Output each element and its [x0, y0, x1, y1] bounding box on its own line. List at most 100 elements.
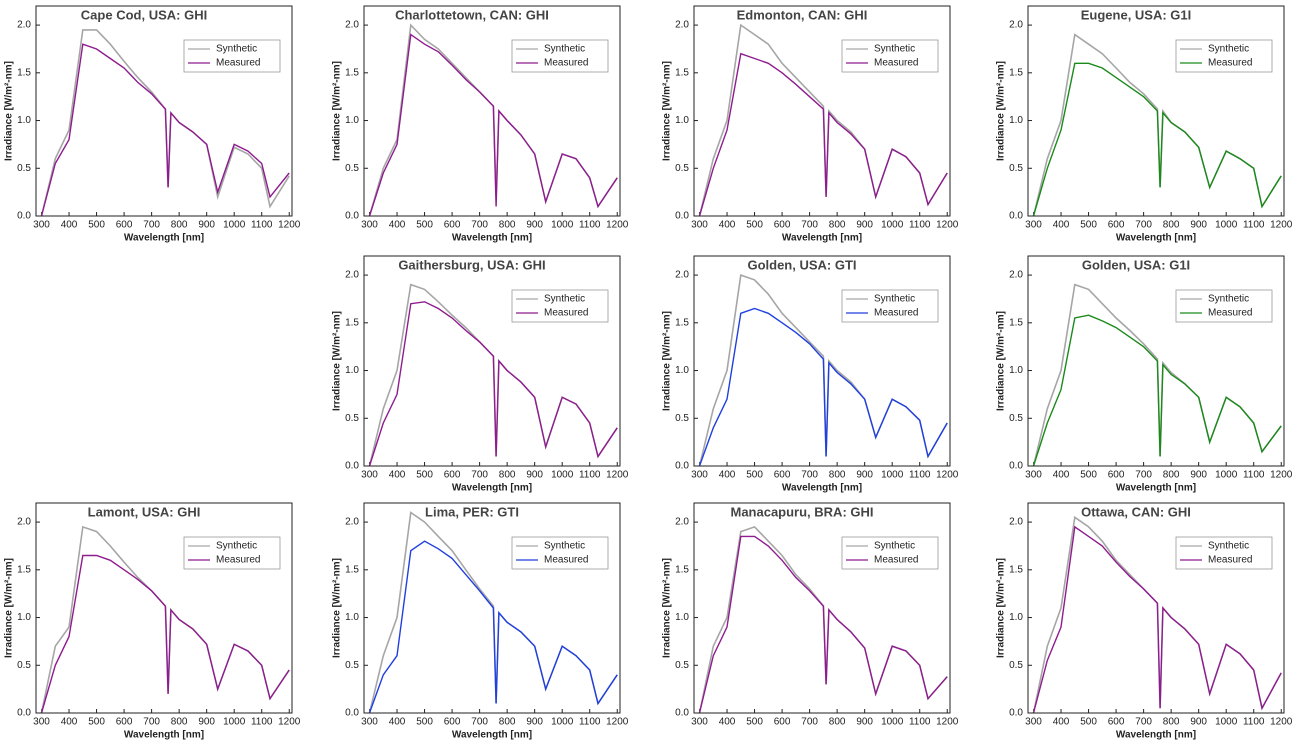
legend-box [841, 536, 939, 570]
y-tick-label: 0.5 [345, 660, 359, 671]
plot-frame [693, 502, 951, 714]
plot-frame [1027, 255, 1285, 467]
y-tick-label: 0.0 [17, 708, 31, 719]
x-tick-label: 1200 [936, 220, 959, 231]
panel: 0.0 0.5 1.0 1.5 2.0 300 400 500 600 700 800 900 1000… [332, 5, 629, 244]
legend-box [1175, 289, 1273, 323]
x-tick-label: 1000 [551, 470, 574, 481]
panel: 0.0 0.5 1.0 1.5 2.0 300 400 500 600 700 800 900 1000… [332, 502, 629, 741]
series-line [368, 33, 618, 217]
y-tick-label: 0.5 [1009, 413, 1023, 424]
x-tick-label: 400 [389, 717, 406, 728]
x-tick-label: 1200 [278, 220, 301, 231]
x-tick-label: 600 [774, 470, 791, 481]
x-axis-label: Wavelength [nm] [1116, 233, 1196, 244]
panel: 0.0 0.5 1.0 1.5 2.0 300 400 500 600 700 800 900 1000… [332, 255, 629, 494]
legend-label: Synthetic [544, 44, 585, 55]
x-tick-label: 800 [1163, 717, 1180, 728]
y-tick-label: 0.0 [675, 211, 689, 222]
legend-box [511, 289, 609, 323]
x-tick-label: 400 [389, 220, 406, 231]
panel-title: Lamont, USA: GHI [88, 504, 201, 519]
x-tick-label: 900 [856, 470, 873, 481]
x-tick-label: 1200 [606, 717, 629, 728]
legend-box [511, 39, 609, 73]
y-tick-label: 1.5 [1009, 317, 1023, 328]
x-tick-label: 700 [1135, 220, 1152, 231]
x-tick-label: 600 [444, 470, 461, 481]
x-tick-label: 300 [1025, 470, 1042, 481]
legend-label: Synthetic [1208, 541, 1249, 552]
panel: 0.0 0.5 1.0 1.5 2.0 300 400 500 600 700 800 900 1000… [662, 255, 959, 494]
y-tick-label: 2.0 [345, 20, 359, 31]
y-tick-label: 1.5 [17, 67, 31, 78]
legend-label: Measured [544, 58, 588, 69]
x-tick-label: 400 [1053, 220, 1070, 231]
x-tick-label: 800 [171, 717, 188, 728]
x-tick-label: 1100 [1243, 220, 1265, 231]
legend-box [183, 536, 281, 570]
x-tick-label: 400 [719, 717, 736, 728]
x-tick-label: 300 [361, 220, 378, 231]
plot-frame [693, 5, 951, 217]
x-tick-label: 500 [88, 220, 105, 231]
x-tick-label: 1100 [909, 220, 931, 231]
x-tick-label: 500 [88, 717, 105, 728]
x-tick-label: 800 [1163, 470, 1180, 481]
y-tick-label: 0.0 [345, 708, 359, 719]
y-tick-label: 1.5 [675, 67, 689, 78]
x-tick-label: 500 [416, 717, 433, 728]
y-tick-label: 0.0 [345, 461, 359, 472]
y-tick-label: 0.0 [1009, 211, 1023, 222]
series-line [698, 535, 948, 714]
legend-box [841, 39, 939, 73]
y-tick-label: 2.0 [675, 270, 689, 281]
x-tick-label: 1100 [1243, 470, 1265, 481]
y-tick-label: 0.0 [1009, 708, 1023, 719]
panel: 0.0 0.5 1.0 1.5 2.0 300 400 500 600 700 800 900 1000… [4, 5, 301, 244]
legend-label: Synthetic [544, 294, 585, 305]
x-axis-label: Wavelength [nm] [782, 233, 862, 244]
x-tick-label: 1200 [606, 470, 629, 481]
y-tick-label: 0.0 [675, 708, 689, 719]
x-tick-label: 1000 [551, 717, 574, 728]
legend-label: Synthetic [1208, 44, 1249, 55]
x-tick-label: 1200 [278, 717, 301, 728]
legend-label: Synthetic [874, 541, 915, 552]
x-tick-label: 600 [444, 717, 461, 728]
x-tick-label: 800 [171, 220, 188, 231]
legend-box [841, 289, 939, 323]
legend-label: Synthetic [216, 541, 257, 552]
x-tick-label: 900 [198, 220, 215, 231]
x-tick-label: 400 [61, 220, 78, 231]
x-axis-label: Wavelength [nm] [452, 233, 532, 244]
y-tick-label: 1.5 [675, 564, 689, 575]
x-tick-label: 700 [801, 717, 818, 728]
panel-title: Charlottetown, CAN: GHI [395, 7, 549, 22]
x-tick-label: 800 [829, 470, 846, 481]
panel-title: Golden, USA: G1I [1082, 257, 1190, 272]
x-tick-label: 1200 [936, 470, 959, 481]
panel-title: Ottawa, CAN: GHI [1081, 504, 1191, 519]
y-tick-label: 2.0 [1009, 20, 1023, 31]
x-tick-label: 700 [471, 220, 488, 231]
y-tick-label: 0.5 [345, 163, 359, 174]
y-tick-label: 1.0 [345, 365, 359, 376]
plot-frame [1027, 502, 1285, 714]
x-tick-label: 300 [33, 220, 50, 231]
legend-box [511, 536, 609, 570]
y-tick-label: 0.0 [675, 461, 689, 472]
x-tick-label: 900 [1190, 470, 1207, 481]
legend-label: Measured [1208, 308, 1252, 319]
y-tick-label: 0.5 [675, 163, 689, 174]
x-tick-label: 900 [1190, 220, 1207, 231]
plot-frame [363, 5, 621, 217]
x-tick-label: 800 [1163, 220, 1180, 231]
series-line [1032, 525, 1282, 714]
x-axis-label: Wavelength [nm] [124, 233, 204, 244]
panel: 0.0 0.5 1.0 1.5 2.0 300 400 500 600 700 800 900 1000… [662, 5, 959, 244]
legend-label: Synthetic [874, 294, 915, 305]
y-axis-label: Irradiance [W/m²-nm] [662, 61, 673, 161]
x-tick-label: 1000 [223, 717, 246, 728]
x-tick-label: 300 [1025, 220, 1042, 231]
